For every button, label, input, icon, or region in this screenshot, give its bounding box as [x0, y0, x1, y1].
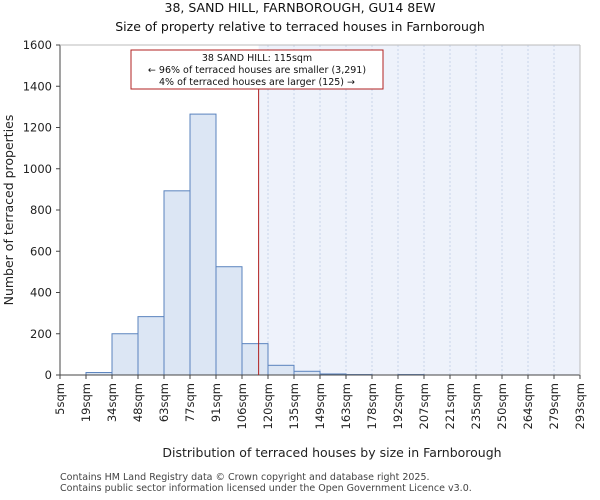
x-tick-label: 63sqm [157, 383, 171, 422]
x-tick-label: 91sqm [209, 383, 223, 422]
x-tick-label: 19sqm [79, 383, 93, 422]
larger-region-highlight [258, 45, 580, 375]
plot-background [258, 45, 581, 375]
x-tick-label: 77sqm [183, 383, 197, 422]
y-tick-label: 600 [30, 244, 52, 258]
x-tick-label: 178sqm [365, 383, 379, 429]
x-tick-label: 163sqm [339, 383, 353, 429]
x-tick-label: 192sqm [391, 383, 405, 429]
annotation-line-1: 38 SAND HILL: 115sqm [202, 53, 312, 64]
x-tick-label: 207sqm [417, 383, 431, 429]
y-tick-label: 800 [30, 203, 52, 217]
y-ticks: 0 200 400 600 800 1000 1200 1400 1600 [23, 38, 60, 382]
x-tick-label: 264sqm [521, 383, 535, 429]
x-tick-label: 235sqm [469, 383, 483, 429]
x-tick-label: 293sqm [573, 383, 587, 429]
y-tick-label: 1200 [23, 121, 52, 135]
bar-120sqm [267, 364, 295, 376]
x-tick-label: 250sqm [495, 383, 509, 429]
x-tick-label: 135sqm [287, 383, 301, 429]
x-tick-label: 106sqm [235, 383, 249, 429]
x-ticks: 5sqm 19sqm 34sqm 48sqm 63sqm 77sqm 91sqm 106sqm… [53, 375, 587, 429]
y-tick-label: 0 [45, 368, 52, 382]
bar-77sqm [189, 113, 217, 376]
bar-63sqm [163, 190, 191, 376]
x-axis-label: Distribution of terraced houses by size … [162, 445, 501, 460]
bar-135sqm [293, 370, 321, 376]
x-tick-label: 221sqm [443, 383, 457, 429]
chart-title: 38, SAND HILL, FARNBOROUGH, GU14 8EW [165, 0, 436, 15]
y-tick-label: 1400 [23, 79, 52, 93]
y-tick-label: 400 [30, 286, 52, 300]
bar-34sqm [111, 333, 139, 376]
bars [85, 113, 425, 376]
chart-subtitle: Size of property relative to terraced ho… [115, 19, 485, 34]
x-tick-label: 48sqm [131, 383, 145, 422]
x-tick-label: 34sqm [105, 383, 119, 422]
bar-106sqm [241, 343, 269, 376]
y-tick-label: 1000 [23, 162, 52, 176]
footer-line-1: Contains HM Land Registry data © Crown c… [60, 472, 430, 483]
x-tick-label: 149sqm [313, 383, 327, 429]
bar-48sqm [137, 316, 165, 376]
histogram-chart: 38, SAND HILL, FARNBOROUGH, GU14 8EW Siz… [1, 0, 587, 460]
x-tick-label: 5sqm [53, 383, 67, 415]
bar-91sqm [215, 266, 243, 376]
footer-line-2: Contains public sector information licen… [60, 483, 472, 494]
x-tick-label: 120sqm [261, 383, 275, 429]
annotation-line-2: ← 96% of terraced houses are smaller (3,… [148, 65, 366, 76]
annotation-box: 38 SAND HILL: 115sqm ← 96% of terraced h… [130, 49, 384, 90]
y-tick-label: 1600 [23, 38, 52, 52]
y-axis-label: Number of terraced properties [1, 115, 16, 306]
y-tick-label: 200 [30, 327, 52, 341]
annotation-line-3: 4% of terraced houses are larger (125) → [159, 77, 355, 88]
x-tick-label: 279sqm [547, 383, 561, 429]
